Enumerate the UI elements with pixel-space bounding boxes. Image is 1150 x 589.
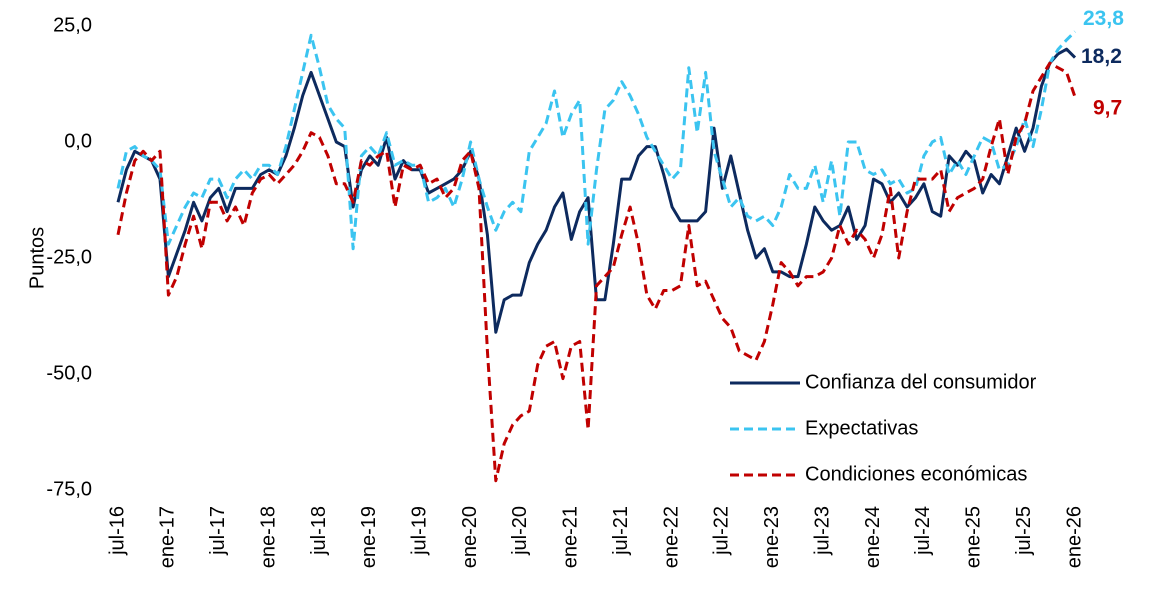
- x-tick-label: jul-19: [408, 506, 430, 556]
- x-tick-label: jul-20: [509, 506, 531, 556]
- end-label: 9,7: [1093, 97, 1122, 120]
- x-tick-label: jul-16: [106, 506, 128, 556]
- x-tick-label: ene-18: [257, 506, 279, 568]
- x-tick-label: jul-24: [912, 506, 934, 556]
- y-tick-label: -50,0: [46, 362, 92, 384]
- y-tick-label: -25,0: [46, 246, 92, 268]
- end-label: 23,8: [1083, 7, 1124, 30]
- x-tick-label: ene-24: [862, 506, 884, 568]
- x-tick-label: ene-25: [963, 506, 985, 568]
- end-label: 18,2: [1081, 45, 1122, 68]
- y-tick-label: 0,0: [64, 130, 92, 152]
- x-tick-label: ene-17: [157, 506, 179, 568]
- legend-label: Confianza del consumidor: [805, 371, 1037, 393]
- x-tick-label: jul-18: [308, 506, 330, 556]
- x-tick-label: ene-26: [1063, 506, 1085, 568]
- y-tick-label: -75,0: [46, 478, 92, 500]
- x-tick-label: ene-19: [358, 506, 380, 568]
- legend-label: Condiciones económicas: [805, 463, 1027, 485]
- series-line: [116, 30, 1077, 251]
- y-axis-label: Puntos: [26, 227, 48, 289]
- y-tick-label: 25,0: [53, 14, 92, 36]
- x-tick-label: jul-22: [711, 506, 733, 556]
- x-tick-label: jul-25: [1013, 506, 1035, 556]
- x-tick-label: ene-22: [660, 506, 682, 568]
- series-line: [116, 47, 1077, 334]
- x-tick-label: jul-23: [811, 506, 833, 556]
- x-tick-label: jul-21: [610, 506, 632, 556]
- x-tick-label: ene-21: [560, 506, 582, 568]
- series-line: [116, 61, 1077, 483]
- legend-label: Expectativas: [805, 417, 918, 439]
- x-tick-label: ene-23: [761, 506, 783, 568]
- x-tick-label: jul-17: [207, 506, 229, 556]
- x-tick-label: ene-20: [459, 506, 481, 568]
